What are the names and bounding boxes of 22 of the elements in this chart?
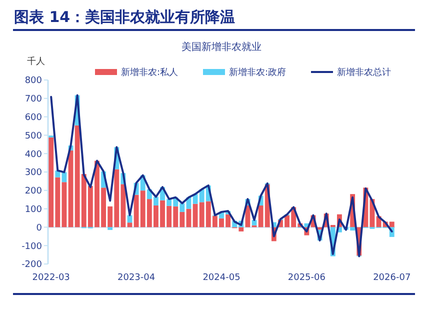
y-tick-label: 500 xyxy=(24,131,42,142)
y-tick-label: -100 xyxy=(22,242,42,252)
y-tick-label: 100 xyxy=(24,204,42,215)
x-tick-label: 2025-06 xyxy=(288,273,326,283)
y-tick-label: -200 xyxy=(22,260,42,270)
y-tick-label: 0 xyxy=(36,223,42,234)
y-tick-label: 400 xyxy=(24,150,42,160)
chart-title: 图表 14：美国非农就业有所降温 xyxy=(14,8,236,26)
y-tick-label: 800 xyxy=(24,76,42,86)
x-tick-label: 2022-03 xyxy=(32,273,70,283)
x-tick-label: 2024-05 xyxy=(202,273,240,283)
chart-subtitle: 美国新增非农就业 xyxy=(182,41,262,53)
legend-label: 新增非农:政府 xyxy=(229,67,286,78)
y-tick-label: 600 xyxy=(24,112,42,123)
legend-label: 新增非农总计 xyxy=(337,67,391,78)
y-tick-label: 300 xyxy=(24,168,42,178)
y-axis-title: 千人 xyxy=(27,56,45,67)
x-tick-label: 2026-07 xyxy=(373,273,411,283)
legend-label: 新增非农:私人 xyxy=(121,67,178,78)
y-tick-label: 700 xyxy=(24,94,42,105)
x-tick-label: 2023-04 xyxy=(118,273,156,283)
y-tick-label: 200 xyxy=(24,186,42,197)
